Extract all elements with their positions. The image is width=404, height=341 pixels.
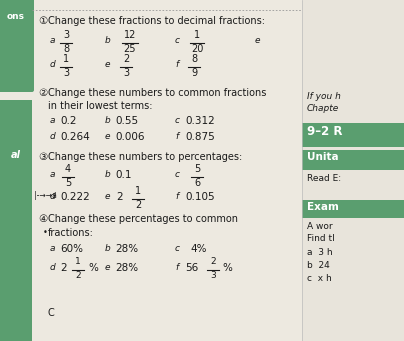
Text: ③: ③ xyxy=(38,152,47,162)
Text: 0.312: 0.312 xyxy=(185,116,215,126)
Text: ①: ① xyxy=(38,16,47,26)
Text: 56: 56 xyxy=(185,263,198,273)
Text: f: f xyxy=(175,132,178,141)
Text: 28%: 28% xyxy=(115,263,138,273)
Text: 6: 6 xyxy=(194,178,200,188)
Text: 3: 3 xyxy=(63,68,69,77)
Text: 12: 12 xyxy=(124,30,136,40)
FancyBboxPatch shape xyxy=(0,100,32,341)
Text: 5: 5 xyxy=(65,178,71,188)
Text: 25: 25 xyxy=(124,44,136,54)
Text: 0.2: 0.2 xyxy=(60,116,76,126)
Text: Read E:: Read E: xyxy=(307,174,341,183)
Text: If you h: If you h xyxy=(307,92,341,101)
Text: 0.1: 0.1 xyxy=(115,170,131,180)
Text: b: b xyxy=(105,36,111,45)
Text: c  x h: c x h xyxy=(307,274,332,283)
Text: 9: 9 xyxy=(191,68,197,77)
Text: 1: 1 xyxy=(75,257,81,267)
Text: b: b xyxy=(105,170,111,179)
Text: C: C xyxy=(48,308,55,318)
Text: Unita: Unita xyxy=(307,152,339,162)
Text: Find tl: Find tl xyxy=(307,234,335,243)
Text: b: b xyxy=(105,116,111,125)
FancyBboxPatch shape xyxy=(302,0,404,341)
Text: d: d xyxy=(50,60,56,69)
Text: c: c xyxy=(175,170,180,179)
Text: 5: 5 xyxy=(194,163,200,174)
Text: %: % xyxy=(222,263,232,273)
Text: %: % xyxy=(88,263,98,273)
Text: 3: 3 xyxy=(63,30,69,40)
Text: 1: 1 xyxy=(63,54,69,63)
Text: ④: ④ xyxy=(38,214,47,224)
Text: A wor: A wor xyxy=(307,222,332,231)
Text: a: a xyxy=(50,244,55,253)
Text: al: al xyxy=(11,150,21,160)
Text: 0.264: 0.264 xyxy=(60,132,90,142)
Text: 4%: 4% xyxy=(190,244,206,254)
Text: Change these percentages to common: Change these percentages to common xyxy=(48,214,238,224)
Text: 28%: 28% xyxy=(115,244,138,254)
Text: e: e xyxy=(105,60,111,69)
Text: 1: 1 xyxy=(194,30,200,40)
Text: e: e xyxy=(105,132,111,141)
Text: ons: ons xyxy=(7,12,25,21)
Text: Exam: Exam xyxy=(307,202,339,212)
Text: 4: 4 xyxy=(65,163,71,174)
Text: a: a xyxy=(50,116,55,125)
Text: 20: 20 xyxy=(191,44,203,54)
Text: c: c xyxy=(175,116,180,125)
Text: 0.875: 0.875 xyxy=(185,132,215,142)
Text: 60%: 60% xyxy=(60,244,83,254)
Text: 2: 2 xyxy=(210,257,216,267)
Text: 3: 3 xyxy=(210,270,216,280)
Text: e: e xyxy=(105,192,111,201)
Text: 2: 2 xyxy=(116,192,123,202)
Text: 2: 2 xyxy=(135,199,141,209)
Text: f: f xyxy=(175,263,178,272)
Text: d: d xyxy=(50,192,56,201)
Text: Chapte: Chapte xyxy=(307,104,339,113)
FancyBboxPatch shape xyxy=(302,123,404,147)
FancyBboxPatch shape xyxy=(302,200,404,218)
Text: ②: ② xyxy=(38,88,47,98)
Text: a: a xyxy=(50,36,55,45)
Text: c: c xyxy=(175,36,180,45)
Text: f: f xyxy=(175,60,178,69)
Text: e: e xyxy=(105,263,111,272)
Text: Change these numbers to percentages:: Change these numbers to percentages: xyxy=(48,152,242,162)
Text: |-→→a: |-→→a xyxy=(34,191,57,199)
Text: 0.55: 0.55 xyxy=(115,116,138,126)
Text: d: d xyxy=(50,132,56,141)
Text: 2: 2 xyxy=(60,263,67,273)
Text: Change these fractions to decimal fractions:: Change these fractions to decimal fracti… xyxy=(48,16,265,26)
Text: b: b xyxy=(105,244,111,253)
FancyBboxPatch shape xyxy=(302,150,404,170)
Text: a: a xyxy=(50,170,55,179)
Text: 3: 3 xyxy=(123,68,129,77)
Text: e: e xyxy=(255,36,261,45)
Text: 2: 2 xyxy=(123,54,129,63)
Text: •: • xyxy=(43,228,48,237)
Text: Change these numbers to common fractions: Change these numbers to common fractions xyxy=(48,88,266,98)
Text: 9–2 R: 9–2 R xyxy=(307,125,343,138)
Text: fractions:: fractions: xyxy=(48,228,94,238)
Text: 8: 8 xyxy=(63,44,69,54)
Text: 0.222: 0.222 xyxy=(60,192,90,202)
FancyBboxPatch shape xyxy=(0,0,34,92)
Text: 0.006: 0.006 xyxy=(115,132,145,142)
Text: 1: 1 xyxy=(135,186,141,195)
Text: 2: 2 xyxy=(75,270,81,280)
Text: d: d xyxy=(50,263,56,272)
Text: f: f xyxy=(175,192,178,201)
Text: 8: 8 xyxy=(191,54,197,63)
Text: in their lowest terms:: in their lowest terms: xyxy=(48,101,152,111)
Text: c: c xyxy=(175,244,180,253)
Text: a  3 h: a 3 h xyxy=(307,248,332,257)
Text: b  24: b 24 xyxy=(307,261,330,270)
Text: 0.105: 0.105 xyxy=(185,192,215,202)
